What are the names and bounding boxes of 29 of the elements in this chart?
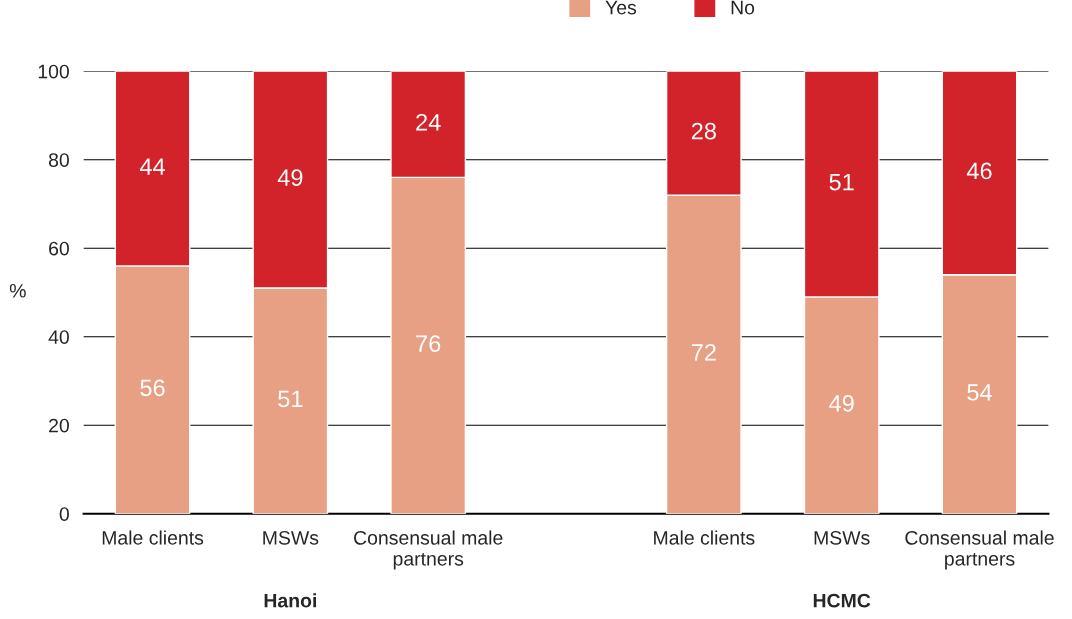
- x-tick-label: Consensual male partners: [354, 530, 503, 570]
- legend-label: Yes: [605, 0, 637, 15]
- x-tick-label: Male clients: [102, 530, 204, 545]
- y-tick-label: 40: [48, 330, 69, 344]
- x-tick-label: MSWs: [814, 530, 870, 545]
- y-tick-label: 100: [38, 64, 69, 79]
- text: HCMC: [813, 593, 871, 608]
- x-tick-label: Male clients: [654, 530, 755, 545]
- y-tick-label: 60: [49, 241, 69, 256]
- data-label: 28: [691, 122, 716, 140]
- data-label: 56: [140, 379, 165, 397]
- legend-label: No: [731, 0, 755, 15]
- data-label: 44: [139, 158, 165, 175]
- x-tick-label: Consensual male partners: [905, 530, 1054, 570]
- data-label: 49: [277, 169, 303, 186]
- data-label: 51: [829, 173, 854, 191]
- data-label: 54: [967, 384, 992, 401]
- data-label: 49: [829, 394, 854, 412]
- data-label: 72: [691, 344, 716, 361]
- y-tick-label: 20: [49, 418, 69, 433]
- x-tick-label: MSWs: [263, 530, 319, 545]
- data-label: 76: [416, 335, 441, 352]
- y-axis-title: %: [9, 284, 26, 298]
- data-label: 51: [278, 390, 303, 408]
- text: Hanoi: [264, 593, 316, 608]
- y-tick-label: 0: [59, 507, 69, 522]
- y-tick-label: 80: [48, 153, 69, 167]
- data-label: 24: [416, 113, 441, 131]
- data-label: 46: [966, 162, 992, 180]
